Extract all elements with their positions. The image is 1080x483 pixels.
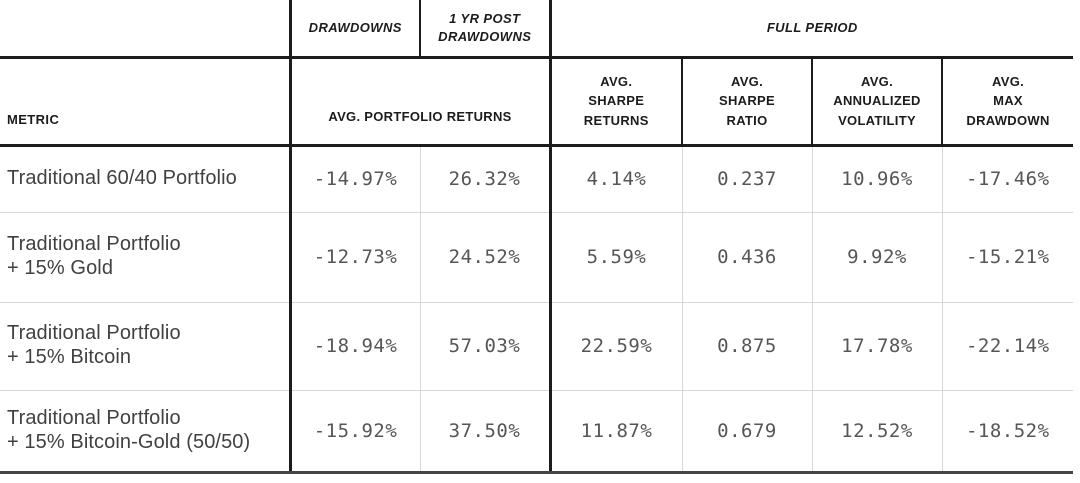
value-cell: 4.14%	[550, 145, 683, 212]
metric-label: Traditional Portfolio + 15% Bitcoin	[0, 301, 292, 390]
group-header-full-period: FULL PERIOD	[550, 0, 1074, 59]
group-header-row: DRAWDOWNS 1 YR POST DRAWDOWNS FULL PERIO…	[0, 0, 1074, 59]
value-cell: 10.96%	[812, 145, 943, 212]
value-cell: 0.679	[682, 389, 813, 474]
value-cell: -15.21%	[942, 211, 1074, 302]
value-cell: -18.94%	[290, 301, 421, 390]
value-cell: 0.237	[682, 145, 813, 212]
value-cell: -12.73%	[290, 211, 421, 302]
column-header-avg-max-drawdown: AVG. MAX DRAWDOWN	[942, 57, 1074, 147]
value-cell: 17.78%	[812, 301, 943, 390]
value-cell: 24.52%	[420, 211, 552, 302]
value-cell: 37.50%	[420, 389, 552, 474]
value-cell: -18.52%	[942, 389, 1074, 474]
group-header-drawdowns: DRAWDOWNS	[290, 0, 421, 59]
metric-label: Traditional Portfolio + 15% Bitcoin-Gold…	[0, 389, 292, 474]
group-header-spacer	[0, 0, 292, 59]
value-cell: -22.14%	[942, 301, 1074, 390]
column-header-avg-sharpe-returns: AVG. SHARPE RETURNS	[550, 57, 683, 147]
value-cell: -15.92%	[290, 389, 421, 474]
value-cell: 0.875	[682, 301, 813, 390]
value-cell: 9.92%	[812, 211, 943, 302]
value-cell: -17.46%	[942, 145, 1074, 212]
value-cell: 12.52%	[812, 389, 943, 474]
value-cell: 0.436	[682, 211, 813, 302]
column-header-avg-sharpe-ratio: AVG. SHARPE RATIO	[682, 57, 813, 147]
metric-label: Traditional Portfolio + 15% Gold	[0, 211, 292, 302]
portfolio-metrics-table: DRAWDOWNS 1 YR POST DRAWDOWNS FULL PERIO…	[0, 0, 1074, 474]
table-row-traditional-60-40: Traditional 60/40 Portfolio -14.97% 26.3…	[0, 145, 1074, 212]
value-cell: 11.87%	[550, 389, 683, 474]
table-row-plus-15-gold: Traditional Portfolio + 15% Gold -12.73%…	[0, 211, 1074, 302]
group-header-1yr-post-drawdowns: 1 YR POST DRAWDOWNS	[420, 0, 552, 59]
metric-label: Traditional 60/40 Portfolio	[0, 145, 292, 212]
value-cell: 26.32%	[420, 145, 552, 212]
table-row-plus-15-bitcoin-gold: Traditional Portfolio + 15% Bitcoin-Gold…	[0, 389, 1074, 474]
column-header-avg-annualized-volatility: AVG. ANNUALIZED VOLATILITY	[812, 57, 943, 147]
value-cell: -14.97%	[290, 145, 421, 212]
column-header-avg-portfolio-returns: AVG. PORTFOLIO RETURNS	[290, 57, 552, 147]
column-header-metric: METRIC	[0, 57, 292, 147]
value-cell: 5.59%	[550, 211, 683, 302]
value-cell: 22.59%	[550, 301, 683, 390]
table-row-plus-15-bitcoin: Traditional Portfolio + 15% Bitcoin -18.…	[0, 301, 1074, 390]
column-header-row: METRIC AVG. PORTFOLIO RETURNS AVG. SHARP…	[0, 57, 1074, 147]
value-cell: 57.03%	[420, 301, 552, 390]
